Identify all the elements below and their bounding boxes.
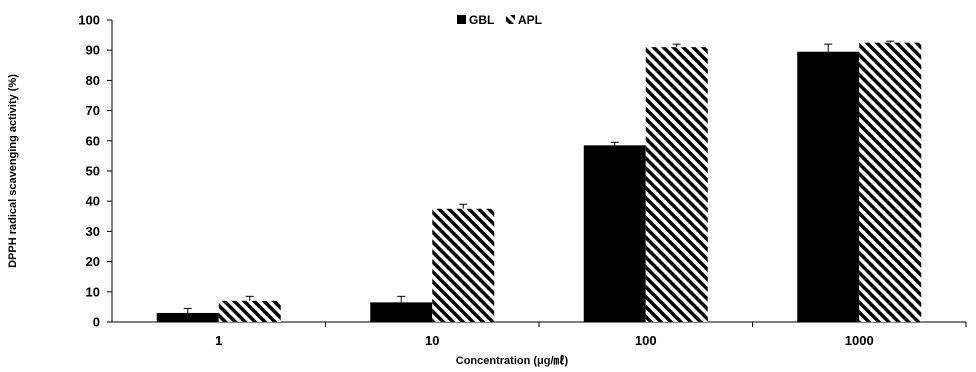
y-tick-label: 70 (86, 103, 100, 118)
y-tick-label: 80 (86, 73, 100, 88)
bars (156, 42, 922, 323)
legend-label-apl: APL (518, 13, 542, 27)
y-tick-label: 0 (93, 315, 100, 330)
x-tick-label: 10 (425, 333, 439, 348)
legend-swatch-apl (506, 15, 515, 24)
bar-apl-1 (218, 300, 281, 322)
x-tick-label: 100 (635, 333, 657, 348)
bar-gbl-100 (583, 145, 646, 322)
x-tick-label: 1 (215, 333, 222, 348)
y-tick-label: 90 (86, 43, 100, 58)
bar-gbl-1 (156, 312, 219, 322)
y-tick-label: 100 (78, 13, 100, 28)
y-tick-label: 20 (86, 254, 100, 269)
bar-apl-10 (432, 208, 495, 322)
y-tick-label: 60 (86, 133, 100, 148)
y-tick-label: 30 (86, 224, 100, 239)
y-ticks: 0 10 20 30 40 50 60 70 80 90 100 (78, 13, 112, 330)
bar-apl-100 (645, 47, 708, 323)
x-tick-label: 1000 (845, 333, 874, 348)
legend-swatch-gbl (457, 15, 466, 24)
error-bars (183, 40, 895, 313)
y-tick-label: 40 (86, 194, 100, 209)
bar-apl-1000 (859, 42, 922, 323)
bar-gbl-1000 (797, 51, 860, 323)
y-tick-label: 10 (86, 284, 100, 299)
x-ticks: 1 10 100 1000 (215, 322, 967, 348)
legend: GBL APL (457, 13, 542, 27)
y-axis-title: DPPH radical scavenging activity (%) (7, 74, 19, 268)
x-axis-title: Concentration (μg/㎖) (456, 354, 569, 367)
y-tick-label: 50 (86, 164, 100, 179)
legend-label-gbl: GBL (469, 13, 494, 27)
bar-gbl-10 (370, 302, 433, 322)
